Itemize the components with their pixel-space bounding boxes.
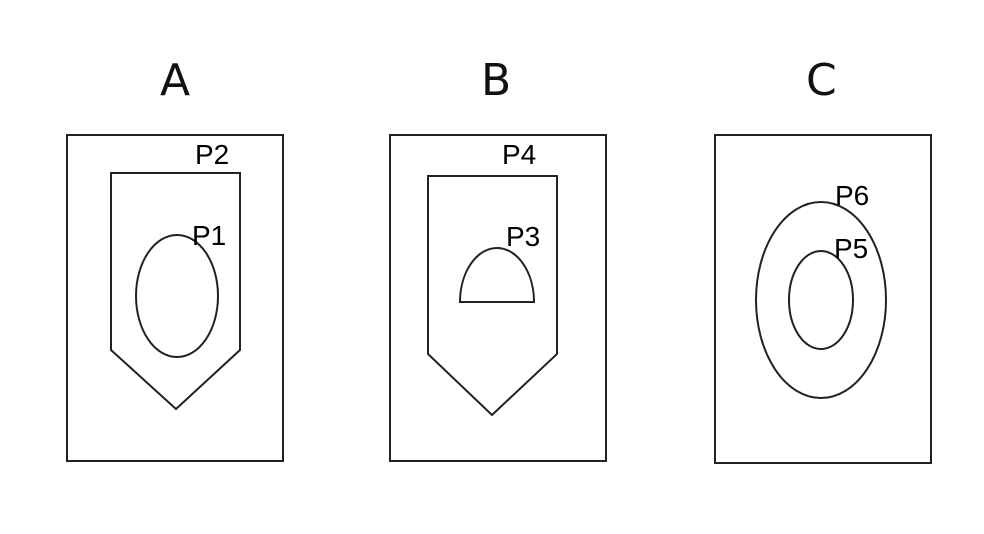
panel-c-outer-ellipse-region <box>755 201 887 399</box>
panel-a-ellipse-region <box>135 234 219 358</box>
panel-b: B P4 P3 <box>389 55 607 462</box>
panel-a-label-p2: P2 <box>195 139 229 170</box>
panel-c-inner-ellipse-region <box>788 250 854 350</box>
panel-a-frame <box>66 134 284 462</box>
panel-a-pentagon-region <box>110 172 241 411</box>
panel-b-pentagon-region <box>427 175 558 417</box>
panel-b-label-p3: P3 <box>506 221 540 252</box>
panel-a: A P2 P1 <box>66 55 284 462</box>
panel-c-label-p6: P6 <box>835 180 869 211</box>
panel-c-label-p5: P5 <box>834 233 868 264</box>
panel-a-label-p1: P1 <box>192 220 226 251</box>
panel-c-frame <box>714 134 932 464</box>
panel-b-semicircle-region <box>458 247 536 303</box>
panel-b-heading: B <box>481 55 511 106</box>
panel-c: C P6 P5 <box>714 55 932 464</box>
panel-b-label-p4: P4 <box>502 139 536 170</box>
panel-b-frame <box>389 134 607 462</box>
panel-a-heading: A <box>160 55 190 106</box>
panel-c-heading: C <box>806 55 837 106</box>
